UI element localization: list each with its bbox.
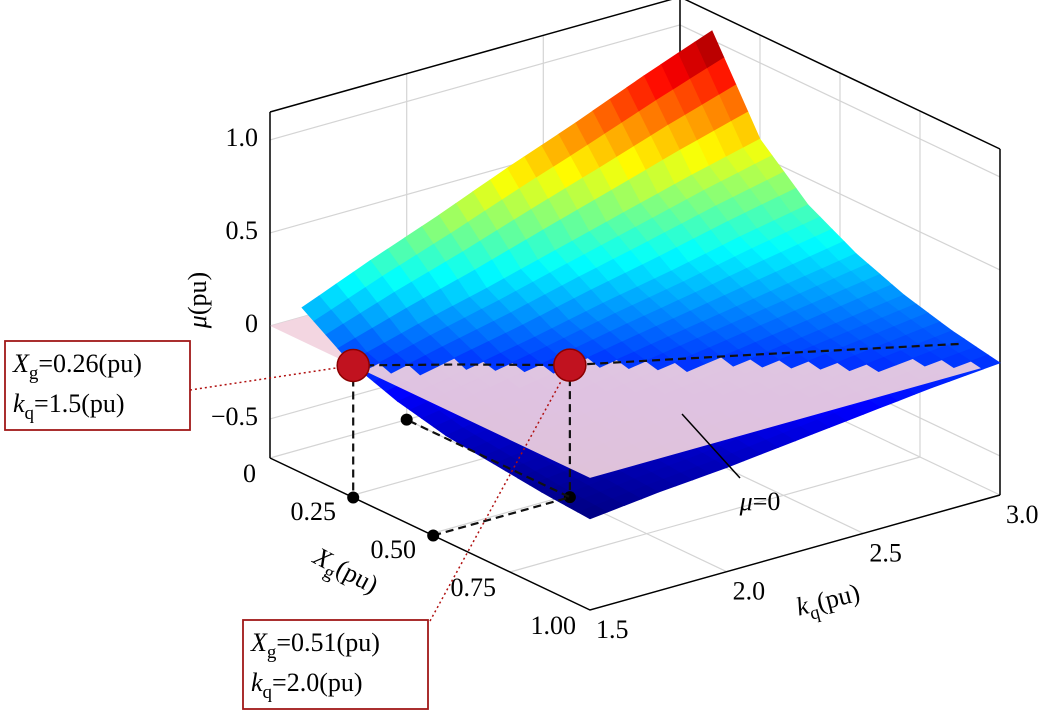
surface-patch — [720, 349, 752, 367]
z-tick-label: 0 — [245, 309, 258, 338]
y-tick-label: 3.0 — [1006, 500, 1039, 529]
surface-patch — [482, 352, 514, 371]
x-tick-label: 0 — [243, 459, 256, 488]
annotation-text-part: g — [267, 642, 277, 663]
annotation-text-part: k — [13, 389, 25, 418]
z-axis-label-part: (pu) — [183, 272, 212, 315]
annotation-text: Xg=0.51(pu) — [250, 628, 380, 663]
surface-patch — [674, 354, 705, 372]
y-axis-label: kq(pu) — [793, 578, 864, 628]
annotation-text: kq=2.0(pu) — [251, 668, 363, 703]
annotation-box — [4, 340, 191, 431]
annotation-text-part: X — [250, 628, 268, 657]
z-tick-label: 1.0 — [226, 123, 259, 152]
plane-label-leader — [681, 413, 741, 479]
annotation-text-part: g — [29, 363, 39, 384]
axis-dot — [427, 529, 440, 542]
plane-label-part: μ — [739, 487, 753, 516]
annotation-text-part: q — [263, 682, 273, 703]
z-tick-label: −0.5 — [211, 402, 258, 431]
y-axis-label-part: (pu) — [814, 578, 863, 617]
plane-label-part: =0 — [753, 487, 781, 516]
annotation-leader — [429, 364, 571, 622]
surface-patch — [970, 354, 1001, 370]
marked-point — [336, 348, 370, 383]
floor-dot — [347, 491, 360, 504]
surface-patch — [911, 351, 943, 367]
annotation-text-part: =2.0(pu) — [272, 668, 362, 697]
surface-patch — [577, 505, 609, 520]
annotation-text: kq=1.5(pu) — [13, 389, 125, 424]
annotation-text-part: q — [25, 403, 35, 424]
z-axis-label: μ(pu) — [183, 272, 212, 329]
y-tick-label: 1.5 — [596, 615, 629, 644]
annotation-text-part: =1.5(pu) — [34, 389, 124, 418]
annotation-box — [242, 619, 429, 710]
annotation-text-part: k — [251, 668, 263, 697]
y-tick-label: 2.5 — [869, 538, 902, 567]
surface-patch — [865, 356, 897, 373]
surface-patch — [807, 353, 839, 370]
annotation-text-part: =0.26(pu) — [38, 349, 141, 378]
x-tick-label: 0.50 — [371, 535, 417, 564]
box-edge — [269, 0, 1001, 150]
surface-patch — [778, 352, 810, 369]
axis-line — [269, 457, 1001, 611]
surface-patch — [940, 352, 972, 368]
marked-point — [553, 348, 587, 382]
annotation-text: Xg=0.26(pu) — [12, 349, 142, 384]
axis-dot — [400, 413, 413, 426]
y-tick-label: 2.0 — [733, 577, 766, 606]
projection-line — [406, 418, 574, 537]
plane-label: μ=0 — [739, 487, 781, 516]
zero-contour — [353, 342, 961, 367]
annotation-text-part: X — [12, 349, 30, 378]
annotation-text-part: =0.51(pu) — [276, 628, 379, 657]
surface-patch — [836, 355, 868, 372]
x-tick-label: 0.25 — [291, 497, 337, 526]
z-axis-label-part: μ — [183, 315, 212, 329]
surface-patch — [645, 353, 676, 371]
z-tick-label: 0.5 — [226, 216, 259, 245]
x-tick-label: 0.75 — [451, 573, 497, 602]
x-tick-label: 1.00 — [531, 611, 577, 640]
floor-dot — [563, 491, 576, 504]
